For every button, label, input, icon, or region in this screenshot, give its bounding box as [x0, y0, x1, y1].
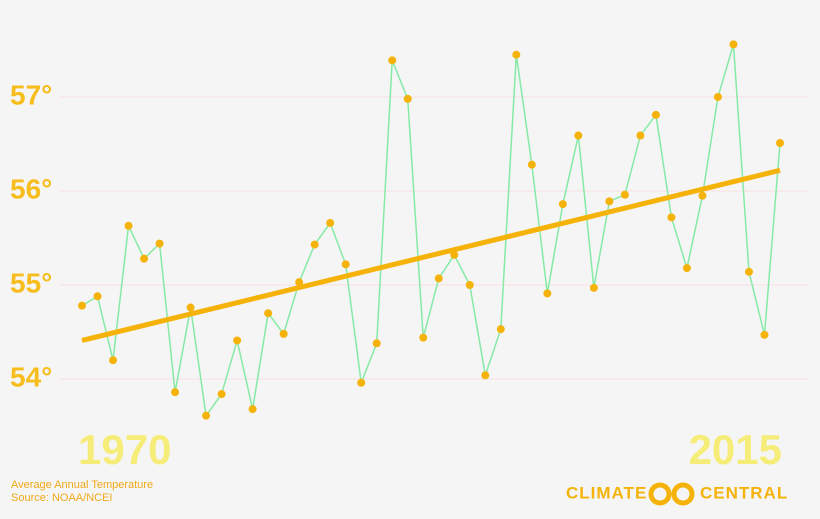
- y-tick-label: 54°: [10, 361, 52, 392]
- data-point: [481, 371, 490, 380]
- data-point: [698, 191, 707, 200]
- data-point: [93, 292, 102, 301]
- data-point: [729, 40, 738, 49]
- data-point: [217, 390, 226, 399]
- logo-icon: [648, 482, 695, 506]
- data-point: [760, 330, 769, 339]
- y-tick-label: 55°: [10, 267, 52, 298]
- data-point: [78, 301, 86, 310]
- data-point: [589, 283, 598, 292]
- data-point: [512, 50, 521, 59]
- data-point: [434, 274, 443, 283]
- data-point: [186, 303, 195, 312]
- y-tick-label: 57°: [10, 79, 52, 110]
- data-point: [605, 197, 614, 206]
- data-point: [667, 213, 676, 222]
- data-point: [295, 278, 304, 287]
- data-point: [682, 264, 691, 273]
- data-point: [636, 131, 645, 140]
- data-point: [202, 411, 211, 420]
- data-point: [776, 139, 784, 148]
- y-tick-label: 56°: [10, 173, 52, 204]
- data-point: [403, 94, 412, 103]
- data-point: [450, 250, 459, 259]
- data-point: [620, 190, 629, 199]
- data-point: [140, 254, 149, 263]
- data-point: [279, 329, 288, 338]
- data-point: [341, 260, 350, 269]
- data-point: [465, 281, 474, 289]
- data-point: [155, 239, 164, 248]
- trend-line: [81, 167, 781, 343]
- data-point: [171, 388, 180, 397]
- data-point: [233, 336, 242, 345]
- data-line: [81, 44, 781, 418]
- x-tick-label: 1970: [78, 426, 171, 473]
- logo-text: CENTRAL: [700, 483, 788, 502]
- data-point: [310, 240, 319, 249]
- data-point: [372, 339, 381, 348]
- data-point: [357, 378, 366, 387]
- source: Source: NOAA/NCEI: [11, 492, 112, 504]
- data-point: [248, 405, 257, 414]
- data-point: [496, 325, 505, 334]
- data-point: [388, 56, 397, 65]
- data-point: [574, 131, 583, 140]
- data-point: [713, 93, 722, 101]
- subtitle: Average Annual Temperature: [11, 479, 153, 491]
- x-tick-label: 2015: [689, 426, 782, 473]
- data-point: [543, 289, 552, 298]
- data-point: [124, 221, 133, 230]
- logo-text: CLIMATE: [566, 483, 647, 502]
- data-point: [264, 309, 273, 318]
- data-point: [744, 267, 753, 276]
- data-point: [109, 356, 118, 365]
- data-point: [419, 333, 428, 342]
- data-point: [651, 110, 660, 119]
- data-point: [558, 200, 567, 209]
- data-point: [326, 218, 335, 227]
- data-point: [527, 160, 536, 169]
